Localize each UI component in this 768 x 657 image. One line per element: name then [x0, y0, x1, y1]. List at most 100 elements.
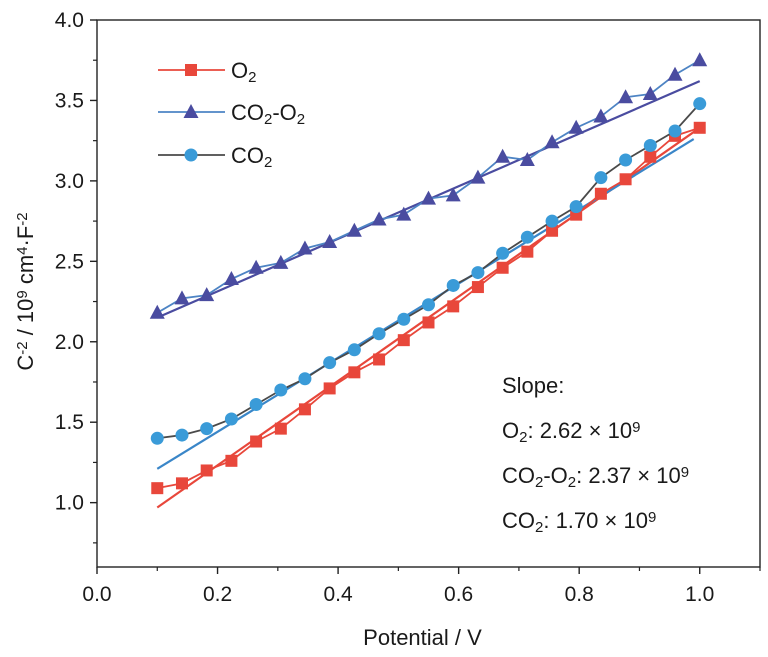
data-point — [422, 298, 435, 312]
data-point — [323, 382, 336, 395]
data-point — [521, 245, 534, 258]
data-point — [248, 259, 264, 274]
annotation-title: Slope: — [502, 373, 564, 398]
text-part: -O — [272, 100, 296, 125]
y-tick-label: 4.0 — [55, 9, 84, 32]
data-point — [693, 121, 706, 134]
data-point — [397, 312, 411, 326]
data-point — [470, 169, 486, 184]
text-part: 9 — [14, 290, 31, 298]
data-point — [175, 477, 188, 490]
text-part: 4 — [14, 246, 31, 254]
data-point — [619, 173, 632, 186]
y-tick-label: 3.5 — [55, 89, 84, 112]
axes: 0.0 0.2 0.4 0.6 0.8 1.0 1.0 1.5 2.0 2.5 3.0 3.5 4.0 P… — [13, 9, 761, 650]
text-part: 2 — [264, 154, 272, 171]
data-point — [200, 464, 213, 477]
text-part: : 2.62 × 10 — [527, 418, 632, 443]
text-part: CO — [502, 463, 535, 488]
data-point — [346, 222, 362, 237]
text-part: C — [13, 355, 38, 371]
data-point — [297, 240, 313, 255]
series-0 — [151, 121, 706, 495]
data-point — [593, 108, 609, 123]
text-part: -2 — [14, 212, 31, 225]
text-part: CO — [231, 143, 264, 168]
data-point — [545, 214, 559, 228]
text-part: 9 — [648, 509, 656, 526]
data-point — [224, 412, 238, 426]
text-part: 2 — [264, 111, 272, 128]
y-tick-label: 1.5 — [55, 411, 84, 434]
data-point — [619, 153, 633, 167]
data-point — [348, 366, 361, 379]
data-point — [520, 230, 534, 244]
data-point — [594, 187, 607, 200]
data-point — [322, 234, 338, 249]
data-point — [495, 148, 511, 163]
data-point — [250, 435, 263, 448]
data-point — [422, 316, 435, 329]
data-point — [471, 266, 485, 280]
data-point — [150, 431, 164, 445]
data-point — [151, 482, 164, 495]
data-point — [667, 66, 683, 81]
data-point — [692, 52, 708, 67]
data-series — [149, 52, 708, 495]
y-axis-title: C-2 / 109 cm4·F-2 — [13, 212, 38, 370]
y-tick-label: 1.0 — [55, 492, 84, 515]
x-tick-label: 1.0 — [685, 583, 714, 606]
x-tick-label: 0.8 — [565, 583, 594, 606]
legend-label: O2 — [231, 58, 256, 86]
legend-marker — [185, 64, 197, 76]
annotation-line: CO2: 1.70 × 109 — [502, 508, 656, 536]
legend-marker — [184, 148, 198, 162]
data-point — [471, 281, 484, 294]
data-point — [223, 271, 239, 286]
data-point — [668, 124, 682, 138]
data-point — [225, 454, 238, 467]
data-point — [175, 428, 189, 442]
data-point — [496, 261, 509, 274]
data-point — [519, 151, 535, 166]
data-point — [446, 278, 460, 292]
data-point — [546, 224, 559, 237]
x-tick-label: 0.2 — [203, 583, 232, 606]
data-point — [421, 190, 436, 205]
y-tick-label: 2.5 — [55, 250, 84, 273]
legend-marker — [183, 104, 199, 118]
y-tick-label: 2.0 — [55, 331, 84, 354]
y-tick-label: 3.0 — [55, 170, 84, 193]
text-part: -O — [543, 463, 567, 488]
text-part: : 2.37 × 10 — [576, 463, 681, 488]
x-tick-label: 0.4 — [323, 583, 353, 606]
data-point — [323, 356, 337, 370]
series-1 — [149, 52, 708, 319]
text-part: / 10 — [13, 299, 38, 342]
data-point — [643, 138, 657, 152]
x-tick-label: 0.0 — [82, 583, 111, 606]
text-part: O — [231, 58, 248, 83]
data-point — [496, 246, 510, 260]
text-part: 9 — [681, 464, 689, 481]
data-point — [397, 334, 410, 347]
data-point — [200, 422, 214, 436]
text-part: O — [502, 418, 519, 443]
data-point — [447, 300, 460, 313]
annotation-line: CO2-O2: 2.37 × 109 — [502, 463, 689, 491]
data-point — [372, 327, 386, 341]
legend-label: CO2 — [231, 143, 272, 171]
data-point — [445, 187, 461, 202]
data-point — [149, 304, 165, 319]
data-point — [644, 150, 657, 163]
series-2 — [150, 97, 707, 445]
data-point — [396, 206, 412, 221]
text-part: 2 — [248, 69, 256, 86]
data-point — [199, 287, 215, 302]
data-point — [347, 343, 361, 357]
data-point — [618, 89, 634, 104]
data-point — [544, 134, 560, 149]
